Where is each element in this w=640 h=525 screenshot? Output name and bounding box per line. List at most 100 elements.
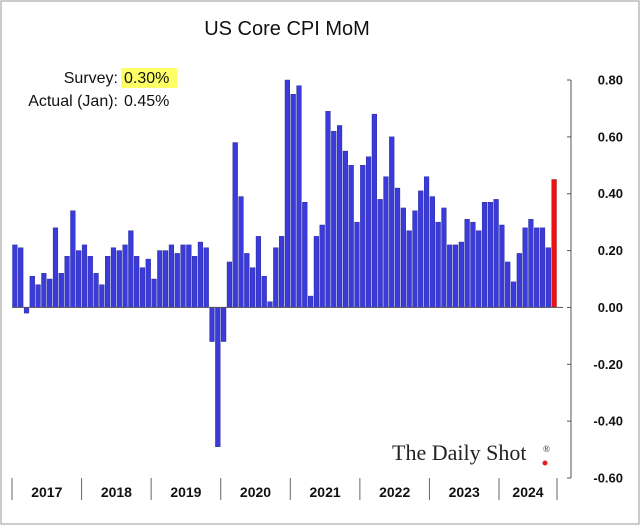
bar — [365, 156, 372, 308]
bar — [157, 250, 163, 308]
bar — [145, 258, 151, 308]
bar — [122, 244, 128, 308]
bar — [47, 278, 53, 308]
bar — [76, 250, 82, 308]
bar — [505, 261, 511, 308]
bar — [209, 307, 215, 342]
bar — [215, 307, 221, 447]
bar — [180, 244, 186, 308]
bar — [313, 236, 319, 308]
bar — [406, 230, 412, 308]
bar — [221, 307, 227, 342]
bar — [186, 244, 192, 308]
bar — [41, 273, 47, 308]
x-year-label: 2023 — [449, 484, 480, 500]
bar — [458, 241, 464, 308]
bar — [534, 227, 540, 308]
bar — [139, 267, 146, 308]
bar — [429, 196, 435, 308]
bar — [290, 94, 296, 308]
brand-mark: ® — [543, 444, 550, 454]
y-tick-label: -0.60 — [593, 471, 623, 486]
bar — [360, 165, 366, 308]
bar — [400, 207, 406, 308]
bar — [464, 219, 470, 308]
bar — [447, 244, 453, 308]
bar — [267, 301, 273, 308]
brand-dot — [542, 460, 548, 466]
bar — [284, 79, 290, 308]
bar — [510, 281, 517, 308]
bar — [319, 224, 325, 308]
bar — [151, 278, 157, 308]
bar — [435, 221, 441, 308]
bar — [377, 199, 383, 308]
bar — [493, 199, 499, 308]
bar — [522, 227, 528, 308]
bar — [279, 236, 285, 308]
bar — [244, 253, 250, 308]
bar — [23, 307, 30, 314]
x-year-label: 2018 — [101, 484, 132, 500]
bar — [12, 244, 18, 308]
bar — [354, 221, 360, 308]
bar — [348, 165, 354, 308]
bar — [418, 190, 424, 308]
y-tick-label: 0.80 — [598, 73, 623, 88]
bar — [539, 227, 546, 308]
bar — [226, 261, 232, 308]
bar — [337, 125, 343, 308]
bar — [93, 273, 99, 308]
bar — [18, 247, 24, 308]
y-tick-label: 0.00 — [598, 300, 623, 315]
survey-value: 0.30% — [124, 70, 169, 87]
bar — [87, 256, 93, 308]
actual-label: Actual (Jan): — [28, 93, 118, 110]
bar — [331, 130, 337, 308]
bar — [197, 241, 204, 308]
bar — [105, 256, 111, 308]
bar — [174, 253, 180, 308]
bar — [476, 230, 482, 308]
x-year-label: 2017 — [31, 484, 62, 500]
bar — [423, 176, 430, 308]
bar — [203, 247, 209, 308]
y-tick-label: 0.60 — [598, 129, 623, 144]
survey-label: Survey: — [64, 70, 118, 87]
x-axis: 2017 2018 2019 2020 2021 2022 2023 2024 — [11, 478, 558, 500]
x-year-label: 2021 — [310, 484, 341, 500]
bar — [64, 256, 70, 308]
bar — [325, 111, 331, 308]
brand-logo: The Daily Shot — [392, 440, 526, 465]
bar — [250, 267, 256, 308]
bar — [261, 275, 267, 308]
y-tick-label: 0.40 — [598, 186, 623, 201]
y-tick-label: -0.20 — [593, 357, 623, 372]
bar — [192, 256, 198, 308]
bar — [168, 244, 175, 308]
bar — [545, 247, 551, 308]
bar — [499, 224, 505, 308]
bar — [255, 236, 261, 308]
bar — [296, 85, 302, 308]
bar — [58, 273, 64, 308]
bar — [383, 176, 389, 308]
bar — [134, 256, 140, 308]
bar — [389, 136, 395, 308]
survey-highlight — [121, 68, 177, 88]
bar — [110, 247, 117, 308]
bar — [128, 230, 134, 308]
y-tick-label: -0.40 — [593, 414, 623, 429]
bar — [163, 250, 169, 308]
bar — [29, 275, 35, 308]
bar — [528, 219, 534, 308]
bar — [342, 150, 348, 308]
bar — [394, 187, 401, 308]
x-year-label: 2019 — [170, 484, 201, 500]
bar — [273, 247, 279, 308]
bar — [116, 250, 122, 308]
bars-group — [12, 79, 557, 447]
bar — [481, 202, 488, 308]
bar — [52, 227, 59, 308]
